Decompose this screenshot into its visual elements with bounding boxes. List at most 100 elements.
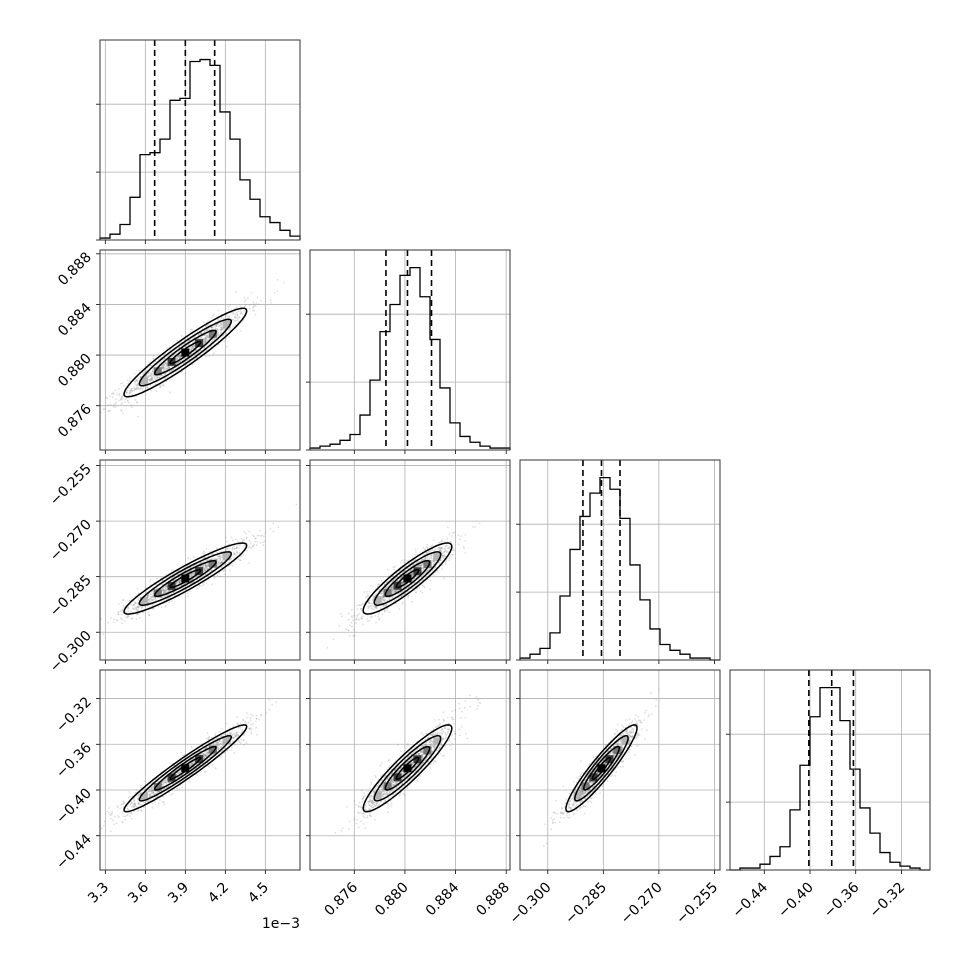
scatter-point (414, 551, 417, 553)
scatter-point (219, 562, 222, 565)
scatter-point (236, 313, 239, 316)
scatter-point (150, 372, 153, 375)
scatter-point (163, 358, 166, 360)
scatter-point (232, 319, 235, 321)
scatter-point (189, 558, 192, 560)
scatter-point (168, 601, 170, 604)
scatter-point (228, 335, 231, 338)
scatter-point (161, 367, 164, 369)
scatter-point (213, 576, 216, 579)
scatter-point (360, 616, 363, 619)
scatter-point (188, 358, 191, 361)
scatter-point (165, 372, 168, 375)
scatter-point (239, 312, 242, 315)
scatter-point (190, 348, 193, 351)
scatter-point (223, 340, 226, 343)
scatter-point (352, 614, 355, 617)
scatter-point (113, 823, 115, 826)
scatter-point (110, 617, 112, 619)
scatter-point (130, 389, 133, 392)
scatter-point (231, 734, 234, 736)
scatter-point (246, 712, 248, 715)
scatter-point (234, 538, 237, 541)
scatter-point (376, 585, 379, 587)
scatter-point (234, 315, 236, 318)
scatter-point (129, 391, 132, 394)
scatter-point (218, 324, 221, 327)
scatter-point (198, 333, 200, 336)
scatter-point (208, 323, 211, 326)
scatter-point (392, 568, 395, 571)
scatter-point (444, 555, 446, 558)
scatter-point (128, 377, 131, 379)
scatter-point (190, 348, 193, 350)
scatter-point (145, 374, 148, 377)
scatter-point (256, 733, 258, 736)
histogram-step (309, 266, 511, 450)
scatter-point (248, 530, 250, 533)
scatter-point (153, 375, 156, 378)
scatter-point (243, 296, 246, 299)
scatter-point (203, 567, 206, 569)
scatter-point (201, 327, 204, 330)
scatter-point (142, 373, 145, 376)
scatter-point (149, 580, 152, 583)
scatter-point (133, 380, 136, 382)
scatter-point (206, 329, 209, 332)
scatter-point (426, 543, 429, 546)
scatter-point (207, 336, 210, 338)
scatter-point (165, 376, 168, 379)
scatter-point (246, 716, 248, 719)
scatter-point (190, 353, 193, 355)
scatter-point (163, 363, 166, 366)
panel-frame (309, 249, 511, 451)
scatter-point (446, 537, 449, 540)
scatter-point (158, 799, 161, 802)
scatter-point (179, 355, 182, 357)
scatter-point (174, 353, 177, 356)
scatter-point (124, 818, 127, 821)
scatter-point (147, 373, 149, 376)
scatter-point (127, 401, 130, 404)
scatter-point (464, 540, 466, 542)
scatter-point (235, 291, 237, 294)
scatter-point (191, 345, 194, 348)
scatter-point (200, 349, 203, 351)
scatter-point (231, 564, 234, 567)
scatter-point (118, 394, 121, 396)
scatter-point (367, 605, 369, 608)
scatter-point (120, 403, 123, 405)
scatter-point (253, 309, 256, 312)
scatter-point (149, 600, 152, 602)
scatter-point (150, 378, 153, 380)
scatter-point (137, 598, 140, 601)
scatter-point (264, 532, 267, 535)
scatter-point (418, 586, 421, 589)
scatter-point (217, 323, 219, 326)
scatter-point (164, 357, 166, 360)
scatter-point (157, 802, 160, 805)
scatter-point (241, 739, 244, 741)
scatter-point (226, 733, 229, 735)
scatter-point (186, 592, 189, 594)
scatter-point (150, 377, 153, 380)
grid (310, 250, 510, 450)
scatter-point (332, 638, 335, 641)
scatter-point (225, 549, 227, 552)
scatter-point (419, 590, 422, 593)
scatter-point (166, 367, 168, 369)
scatter-point (224, 314, 227, 317)
scatter-point (422, 547, 425, 549)
scatter-point (232, 312, 235, 315)
scatter-point (149, 379, 151, 382)
scatter-point (350, 621, 353, 624)
scatter-point (135, 618, 138, 621)
scatter-point (426, 546, 429, 549)
scatter-point (150, 375, 153, 378)
scatter-point (122, 599, 124, 602)
scatter-point (205, 325, 208, 327)
scatter-point (423, 586, 426, 589)
scatter-point (377, 616, 380, 618)
scatter-point (215, 324, 218, 327)
scatter-point (386, 599, 389, 602)
